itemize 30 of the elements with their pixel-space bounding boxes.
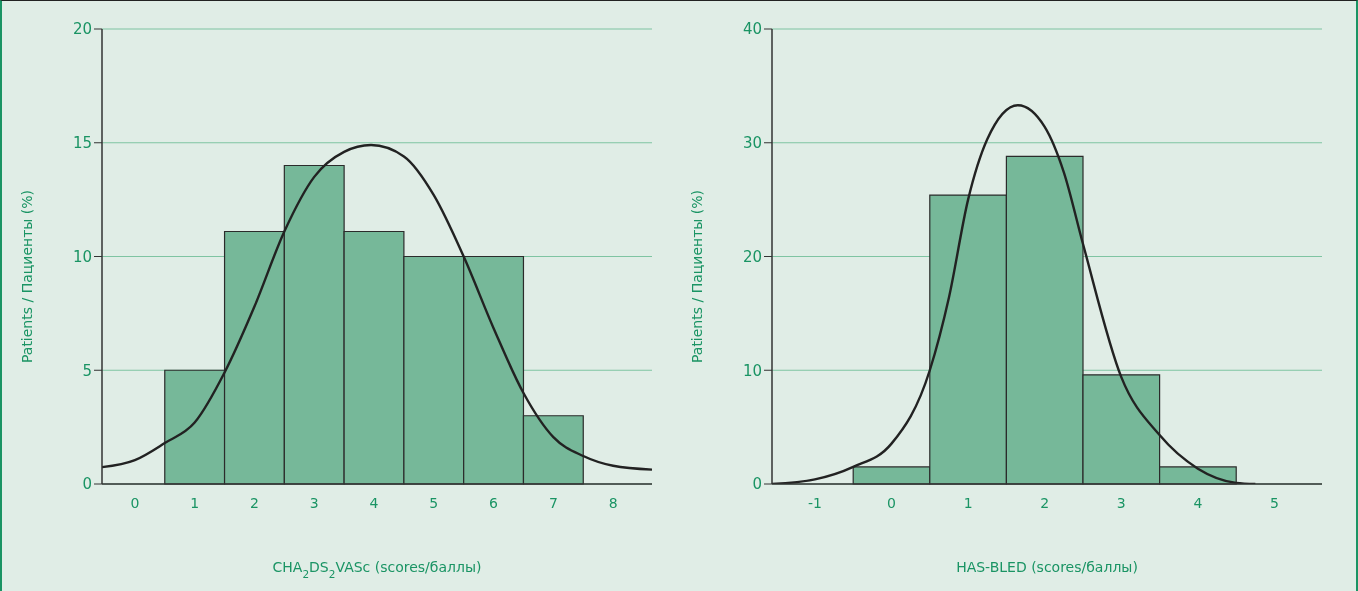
x-tick-label: 5 bbox=[429, 494, 439, 511]
x-tick-label: 5 bbox=[1270, 494, 1279, 511]
x-tick-label: 4 bbox=[1193, 494, 1203, 511]
x-tick-label: 2 bbox=[1040, 494, 1050, 511]
y-tick-label: 0 bbox=[752, 475, 762, 494]
y-tick-label: 10 bbox=[742, 361, 762, 380]
y-tick-label: 40 bbox=[742, 20, 762, 39]
x-tick-label: 7 bbox=[548, 494, 558, 511]
y-tick-label: 20 bbox=[742, 247, 762, 266]
y-tick-label: 0 bbox=[82, 475, 92, 494]
x-tick-label: 3 bbox=[309, 494, 319, 511]
x-tick-label: 0 bbox=[887, 494, 896, 511]
x-tick-label: 8 bbox=[608, 494, 618, 511]
x-tick-label: 1 bbox=[190, 494, 200, 511]
y-axis-title: Patients / Пациенты (%) bbox=[689, 189, 705, 364]
x-tick-label: 3 bbox=[1116, 494, 1126, 511]
y-axis-title: Patients / Пациенты (%) bbox=[19, 189, 35, 364]
x-tick-label: 4 bbox=[369, 494, 379, 511]
y-tick-label: 5 bbox=[82, 361, 92, 380]
y-tick-label: 15 bbox=[72, 134, 92, 153]
x-tick-label: 1 bbox=[963, 494, 973, 511]
x-tick-label: 2 bbox=[249, 494, 259, 511]
x-tick-label: -1 bbox=[807, 494, 822, 511]
x-tick-label: 6 bbox=[489, 494, 499, 511]
x-axis-title: CHA$_{2}$DS$_{2}$VASc (scores/баллы) bbox=[272, 559, 482, 580]
x-tick-label: 0 bbox=[130, 494, 140, 511]
y-tick-label: 10 bbox=[72, 247, 92, 266]
y-tick-label: 30 bbox=[742, 134, 762, 153]
y-tick-label: 20 bbox=[72, 20, 92, 39]
x-axis-title: HAS-BLED (scores/баллы) bbox=[956, 559, 1138, 575]
